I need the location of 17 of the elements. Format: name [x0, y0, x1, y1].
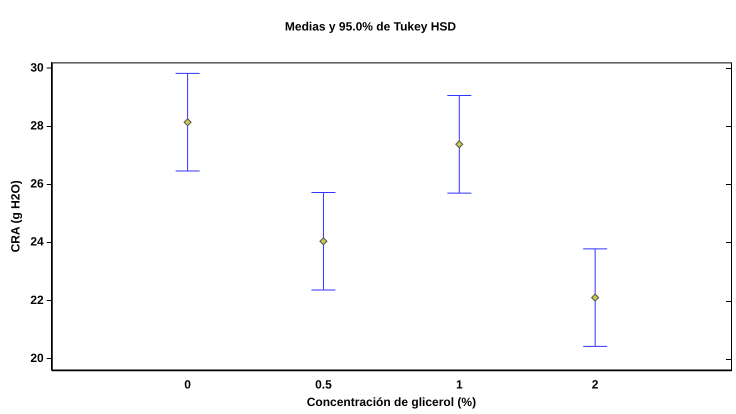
y-tick-label: 28: [30, 118, 44, 133]
x-axis-title: Concentración de glicerol (%): [306, 395, 476, 410]
y-tick-label: 26: [30, 176, 44, 191]
y-axis-title: CRA (g H2O): [8, 180, 23, 252]
x-tick-label: 1: [456, 378, 463, 392]
point: [455, 140, 464, 148]
y-tick-label: 30: [30, 60, 44, 75]
y-tick-label: 24: [30, 234, 44, 249]
point: [319, 237, 328, 246]
y-tick-label: 22: [30, 292, 44, 307]
point: [591, 294, 600, 302]
x-tick-label: 0: [184, 378, 192, 392]
x-tick-label: 0.5: [315, 378, 332, 392]
chart-title: Medias y 95.0% de Tukey HSD: [284, 20, 456, 34]
y-tick-label: 20: [30, 350, 44, 365]
x-tick-label: 2: [592, 378, 599, 392]
point: [184, 118, 192, 126]
